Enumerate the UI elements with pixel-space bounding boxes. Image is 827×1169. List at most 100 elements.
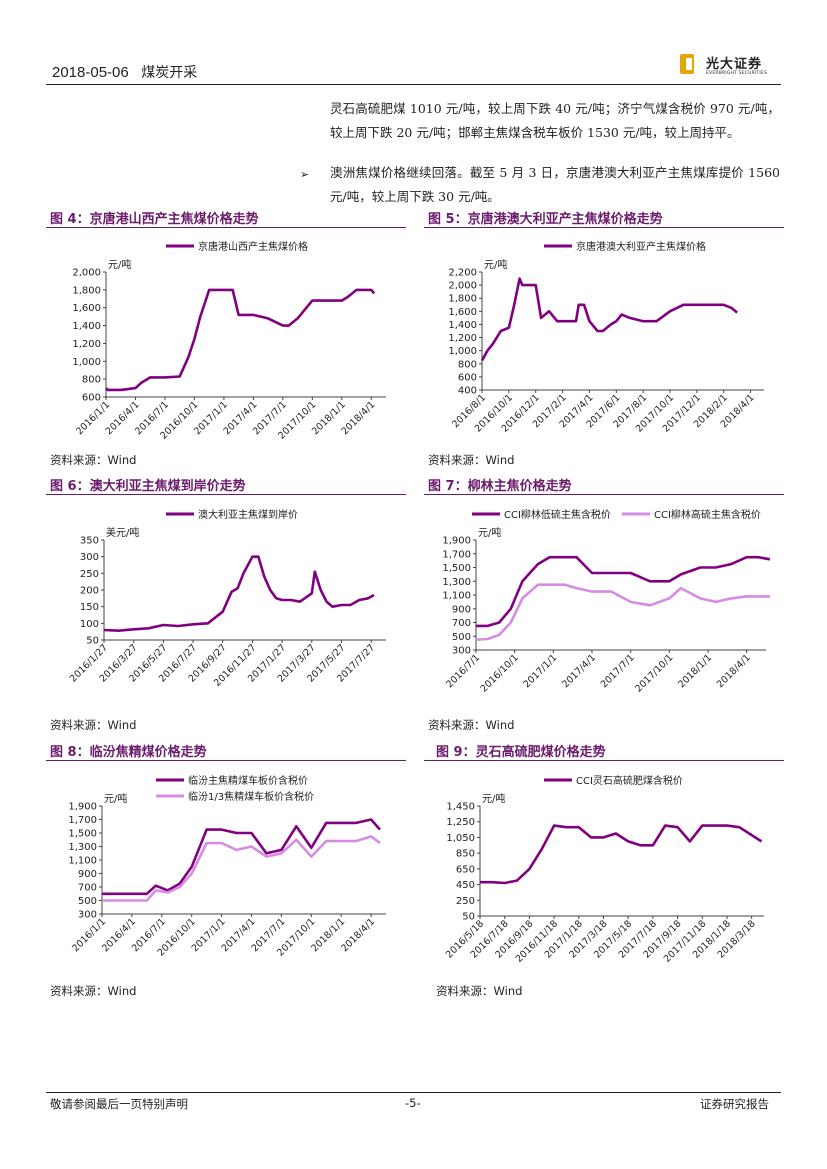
header-divider [46,84,781,85]
y-tick-label: 2,000 [72,268,101,279]
figure-6-source: 资料来源：Wind [50,718,137,732]
y-tick-label: 900 [452,604,471,615]
unit-label: 美元/吨 [106,526,139,539]
y-tick-label: 450 [456,880,475,891]
figure-5-rule [424,227,784,228]
figure-7-title: 图 7：柳林主焦价格走势 [428,479,572,494]
y-tick-label: 200 [80,586,99,597]
figure-9-source: 资料来源：Wind [436,984,523,998]
x-tick-label: 2016/10/1 [479,652,521,694]
legend-label: 临汾主焦精煤车板价含税价 [188,774,308,787]
unit-label: 元/吨 [484,258,507,271]
y-tick-label: 900 [78,869,97,880]
y-tick-label: 650 [456,864,475,875]
legend-label: 京唐港山西产主焦煤价格 [198,240,308,253]
y-tick-label: 1,600 [448,307,477,318]
y-tick-label: 1,050 [446,833,475,844]
y-tick-label: 1,900 [442,536,471,547]
y-tick-label: 1,000 [448,346,477,357]
legend-label: CCI柳林高硫主焦含税价 [654,508,761,521]
y-tick-label: 400 [458,386,477,397]
figure-5-source: 资料来源：Wind [428,453,515,467]
figure-4-source: 资料来源：Wind [50,453,137,467]
y-tick-label: 1,700 [442,549,471,560]
y-tick-label: 1,600 [72,303,101,314]
footer-divider [46,1092,781,1093]
unit-label: 元/吨 [108,258,131,271]
figure-5-title: 图 5：京唐港澳大利亚产主焦煤价格走势 [428,212,663,227]
y-tick-label: 1,250 [446,817,475,828]
y-tick-label: 50 [86,636,99,647]
figure-4-chart: 6008001,0001,2001,4001,6001,8002,000元/吨2… [72,240,386,442]
x-tick-label: 2017/4/1 [560,652,598,690]
y-tick-label: 850 [456,849,475,860]
series-line [480,824,763,885]
figure-6-chart: 50100150200250300350美元/吨2016/1/272016/3/… [68,508,386,689]
figure-8-rule [46,760,406,761]
y-tick-label: 1,800 [72,285,101,296]
figure-9-rule [424,760,784,761]
y-tick-label: 300 [80,552,99,563]
footer-report-type: 证券研究报告 [700,1097,769,1111]
y-tick-label: 1,300 [442,577,471,588]
footer-disclaimer: 敬请参阅最后一页特别声明 [50,1097,188,1111]
x-tick-label: 2016/7/1 [444,652,482,690]
y-tick-label: 150 [80,602,99,613]
figure-7-source: 资料来源：Wind [428,718,515,732]
y-tick-label: 1,700 [68,815,97,826]
y-tick-label: 1,100 [442,591,471,602]
report-section: 煤炭开采 [141,65,198,81]
bullet-icon: ➢ [300,168,310,181]
figure-4-title: 图 4：京唐港山西产主焦煤价格走势 [50,212,259,227]
figure-8-title: 图 8：临汾焦精煤价格走势 [50,745,207,760]
figure-6-title: 图 6：澳大利亚主焦煤到岸价走势 [50,479,246,494]
series-line [102,818,381,896]
series-line [475,583,770,641]
unit-label: 元/吨 [478,526,501,539]
y-tick-label: 1,500 [68,829,97,840]
y-tick-label: 1,800 [448,294,477,305]
legend-label: CCI柳林低硫主焦含税价 [504,508,611,521]
y-tick-label: 300 [452,646,471,657]
y-tick-label: 1,000 [72,357,101,368]
y-tick-label: 2,000 [448,281,477,292]
y-tick-label: 500 [78,896,97,907]
legend-label: 临汾1/3焦精煤车板价含税价 [188,790,314,803]
figure-7-chart: 300 500 700 900 1,100 1,300 1,500 1,700 1,900 元/吨… [442,508,771,695]
legend-label: CCI灵石高硫肥煤含税价 [576,774,683,787]
figure-8-chart: 300 500 700 900 1,100 1,300 1,500 1,700 1,900 元/吨… [68,774,386,959]
x-tick-label: 2017/10/1 [633,652,675,694]
figure-6-rule [46,494,406,495]
legend-label: 京唐港澳大利亚产主焦煤价格 [576,240,706,253]
y-tick-label: 1,200 [448,333,477,344]
y-tick-label: 600 [458,372,477,383]
unit-label: 元/吨 [104,792,127,805]
y-tick-label: 1,400 [72,321,101,332]
figure-7-rule [424,494,784,495]
y-tick-label: 600 [82,393,101,404]
brand-name: 光大证券 [706,57,763,72]
brand-name-en: EVERBRIGHT SECURITIES [706,71,768,76]
figure-5-chart: 400 600 800 1,000 1,200 1,400 1,600 1,800 2,000 2… [448,240,764,435]
y-tick-label: 250 [456,896,475,907]
figure-8-source: 资料来源：Wind [50,984,137,998]
x-tick-label: 2017/7/1 [599,652,637,690]
y-tick-label: 2,200 [448,268,477,279]
y-tick-label: 700 [452,618,471,629]
y-tick-label: 50 [462,912,475,923]
x-tick-label: 2018/4/1 [715,652,753,690]
y-tick-label: 1,200 [72,339,101,350]
y-tick-label: 100 [80,619,99,630]
brand-logo-icon [680,54,694,74]
y-tick-label: 1,450 [446,802,475,813]
figure-9-title: 图 9：灵石高硫肥煤价格走势 [436,745,606,760]
series-line [476,555,771,628]
y-tick-label: 300 [78,910,97,921]
y-tick-label: 350 [80,536,99,547]
y-tick-label: 1,500 [442,563,471,574]
series-line [105,288,376,392]
y-tick-label: 800 [82,375,101,386]
y-tick-label: 700 [78,883,97,894]
x-tick-label: 2017/1/1 [522,652,560,690]
paragraph-australia: 澳洲焦煤价格继续回落。截至 5 月 3 日，京唐港澳大利亚产主焦煤库提价 156… [330,165,780,204]
